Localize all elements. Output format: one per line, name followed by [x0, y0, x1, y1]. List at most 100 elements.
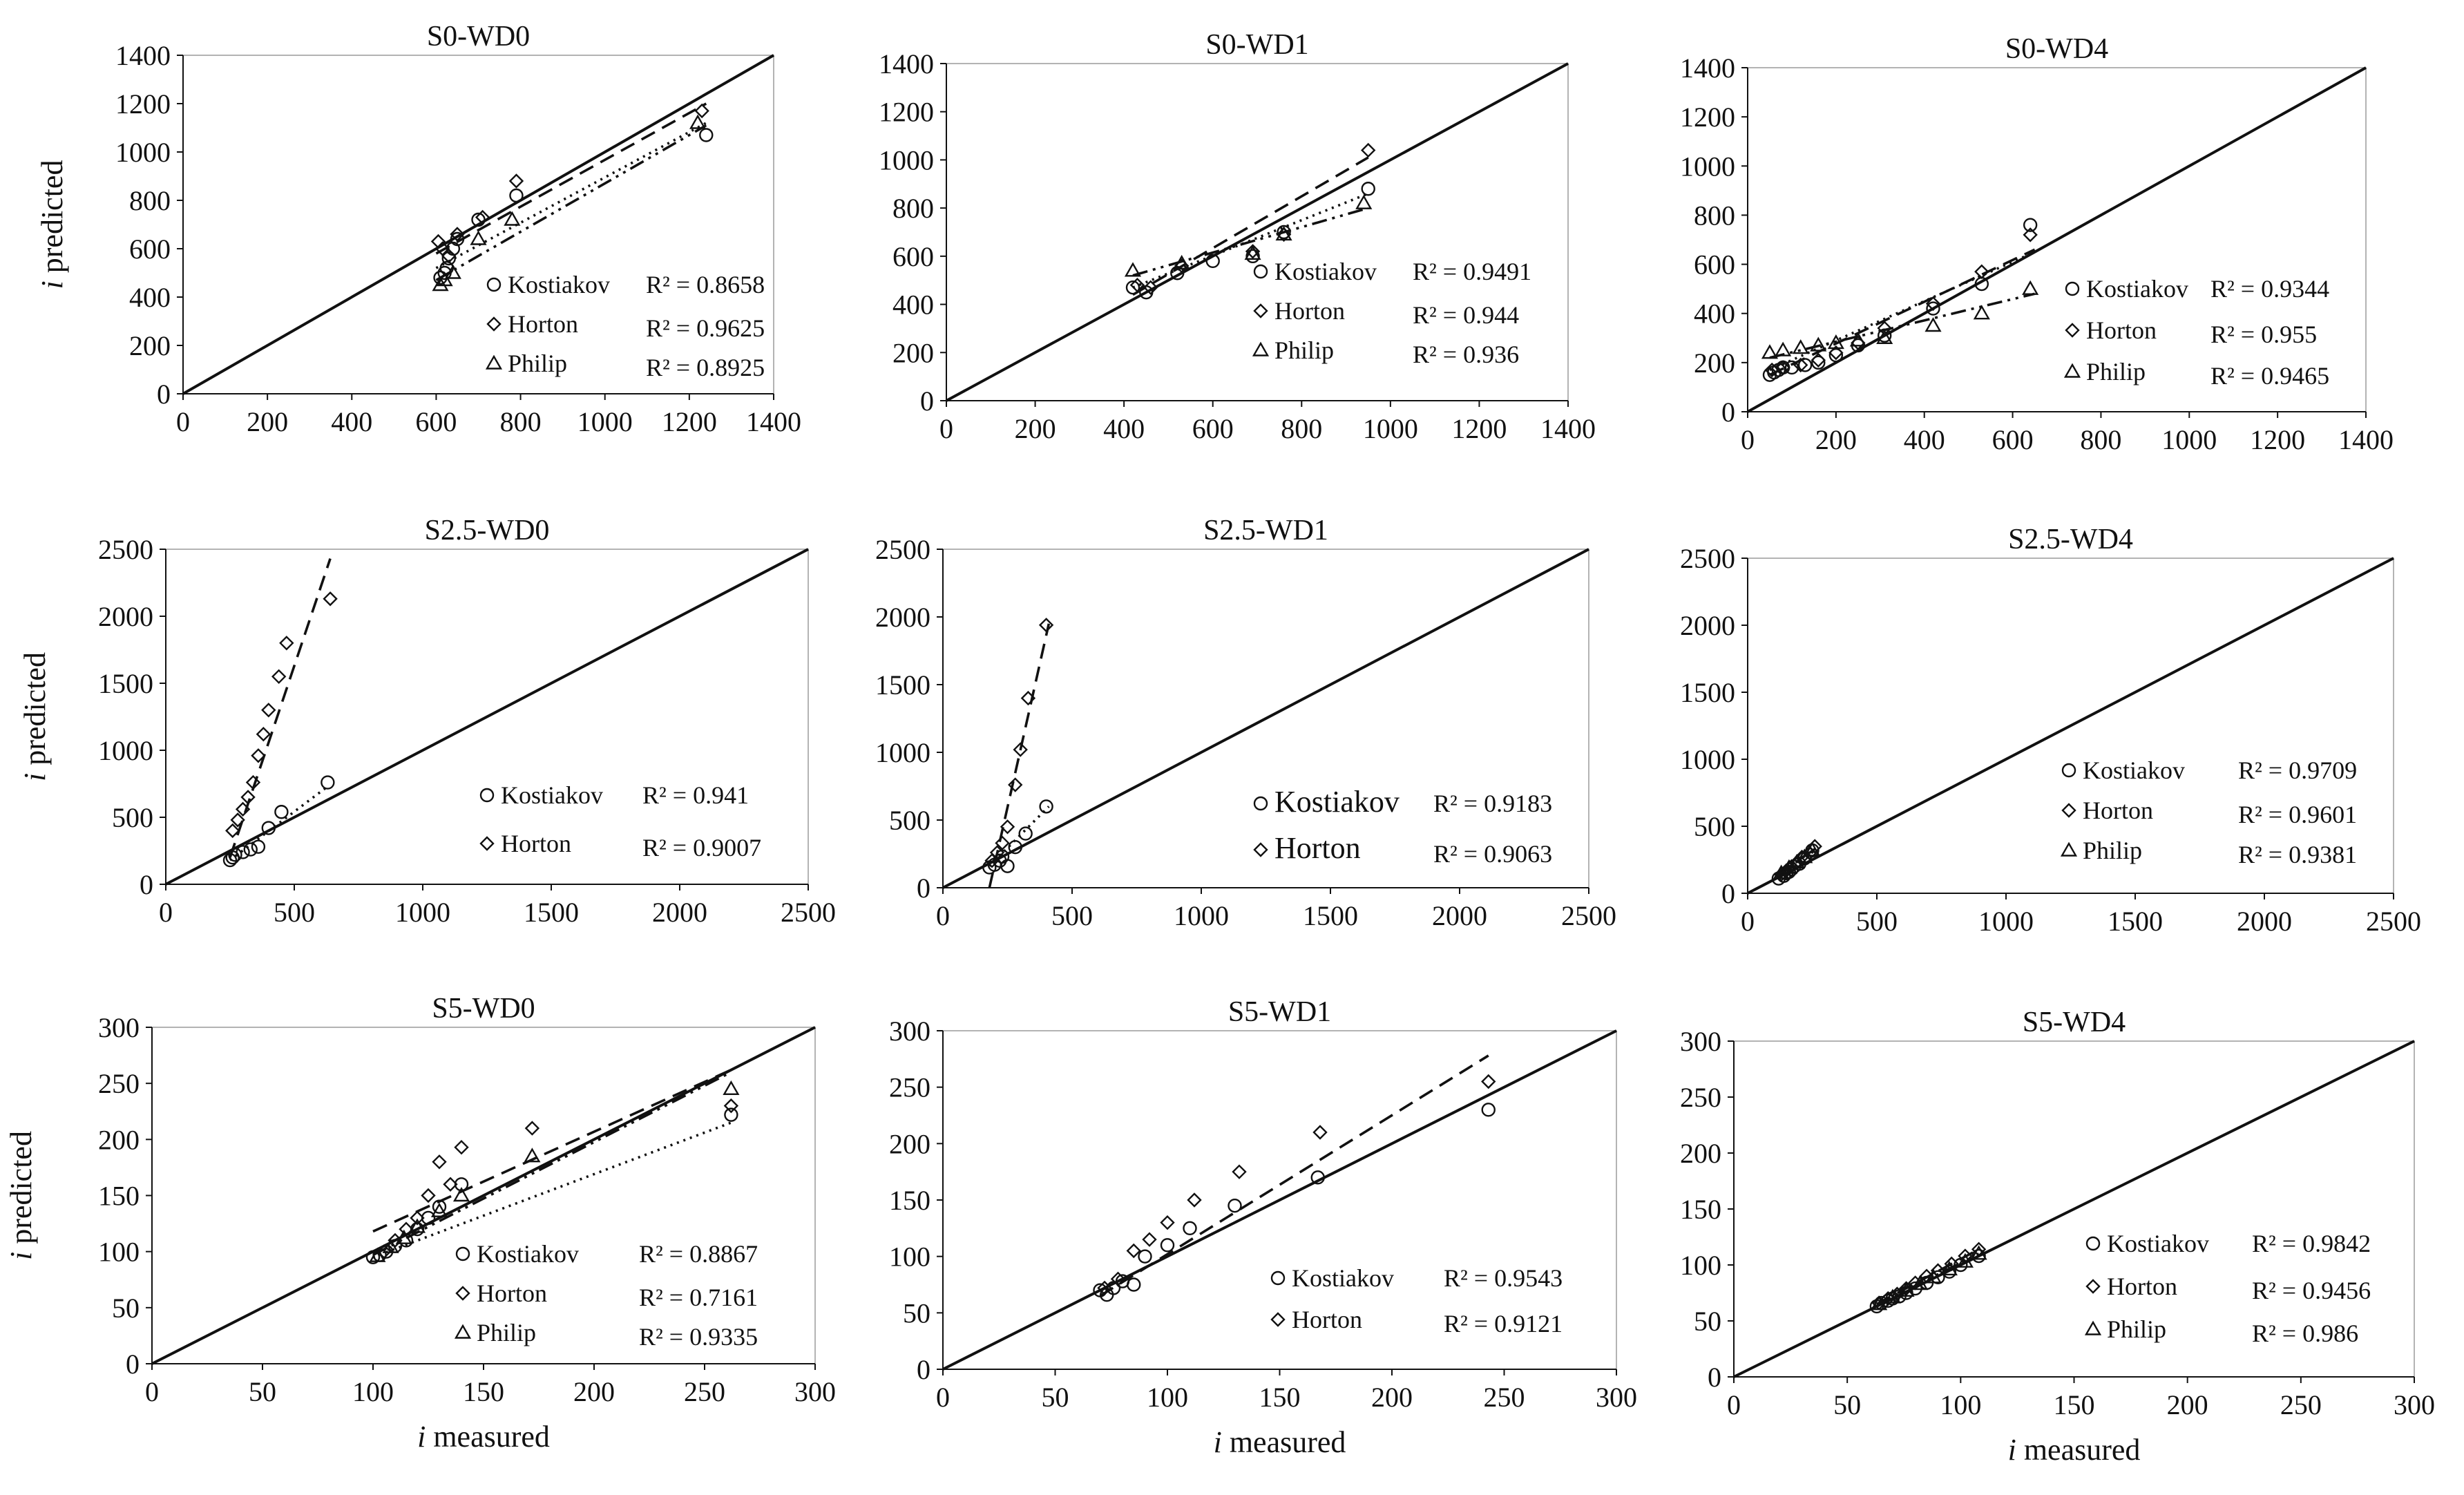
- legend-marker-philip: [1252, 341, 1270, 356]
- legend-marker-horton: [1253, 842, 1268, 857]
- x-tick-label: 150: [1259, 1382, 1301, 1413]
- y-tick-label: 600: [892, 241, 934, 272]
- y-tick-label: 50: [1694, 1306, 1721, 1337]
- x-tick-label: 1000: [395, 897, 450, 928]
- r-squared-philip: R² = 0.9381: [2238, 841, 2357, 868]
- y-tick-label: 150: [98, 1181, 140, 1212]
- legend-label-kostiakov: Kostiakov: [2083, 756, 2185, 784]
- data-point-philip: [408, 1218, 426, 1233]
- x-tick-label: 250: [1484, 1382, 1525, 1413]
- data-point-horton: [1000, 819, 1015, 835]
- data-point-philip: [1956, 1253, 1974, 1268]
- y-tick-label: 200: [1694, 347, 1735, 379]
- data-point-kostiakov: [228, 848, 242, 862]
- legend-marker-horton: [2085, 1279, 2101, 1294]
- x-tick-label: 500: [1856, 906, 1898, 937]
- legend-label-kostiakov: Kostiakov: [1274, 258, 1377, 285]
- x-tick-label: 300: [794, 1376, 836, 1407]
- x-tick-label: 600: [415, 406, 457, 437]
- data-point-horton: [1160, 1215, 1175, 1230]
- legend-marker-horton: [455, 1286, 470, 1301]
- data-point-philip: [1275, 226, 1292, 241]
- y-tick-label: 400: [892, 289, 934, 321]
- data-point-kostiakov: [1811, 355, 1826, 370]
- x-tick-label: 1200: [1451, 413, 1507, 444]
- y-tick-label: 300: [98, 1012, 140, 1043]
- chart-title: S0-WD1: [1205, 29, 1308, 61]
- data-point-horton: [454, 1139, 469, 1155]
- x-axis-label-text: measured: [433, 1420, 550, 1454]
- legend-label-philip: Philip: [2086, 358, 2146, 385]
- r-squared-horton: R² = 0.955: [2210, 321, 2317, 348]
- x-axis-label-text: measured: [2024, 1433, 2141, 1467]
- data-point-kostiakov: [1828, 347, 1844, 363]
- chart-panel-s0-wd0: 0 200 400 600 800 1000 1200 1400 0 200 400 600 800 10…: [35, 21, 801, 437]
- x-tick-label: 600: [1192, 413, 1234, 444]
- x-tick-label: 200: [1015, 413, 1056, 444]
- legend-label-horton: Horton: [501, 830, 571, 857]
- one-to-one-line: [182, 54, 774, 395]
- data-point-horton: [1126, 1243, 1141, 1259]
- data-point-horton: [1944, 1256, 1959, 1272]
- chart-title: S5-WD1: [1228, 996, 1331, 1028]
- chart-panel-s0-wd4: 0 200 400 600 800 1000 1200 1400 0 200 400 600 800 10…: [1680, 33, 2394, 455]
- x-tick-label: 1400: [1540, 413, 1596, 444]
- data-point-kostiakov: [1245, 249, 1260, 264]
- x-tick-label: 400: [1904, 424, 1945, 455]
- x-tick-label: 2000: [652, 897, 707, 928]
- data-point-horton: [694, 103, 709, 119]
- data-point-kostiakov: [1000, 859, 1015, 873]
- data-point-kostiakov: [1160, 1238, 1175, 1253]
- x-tick-label: 50: [249, 1376, 276, 1407]
- r-squared-kostiakov: R² = 0.9183: [1433, 790, 1552, 817]
- y-tick-label: 600: [129, 234, 171, 265]
- y-tick-label: 100: [1680, 1250, 1721, 1281]
- chart-panel-s2_5-wd1: 0 500 1000 1500 2000 2500 0 500 1000 1500 2000 2500…: [875, 515, 1616, 931]
- data-point-kostiakov: [1310, 1170, 1325, 1185]
- x-tick-label: 400: [331, 406, 372, 437]
- data-point-philip: [1876, 329, 1893, 344]
- x-tick-label: 0: [1727, 1389, 1741, 1420]
- r-squared-kostiakov: R² = 0.9842: [2252, 1230, 2371, 1257]
- chart-title: S0-WD0: [427, 21, 530, 53]
- chart-title: S2.5-WD4: [2008, 524, 2133, 555]
- x-tick-label: 0: [936, 1382, 950, 1413]
- trendline-horton: [1769, 248, 2036, 377]
- y-tick-label: 500: [1694, 811, 1735, 842]
- data-point-kostiakov: [365, 1250, 381, 1264]
- data-point-horton: [723, 1098, 739, 1114]
- legend-label-philip: Philip: [477, 1319, 536, 1346]
- data-point-horton: [261, 703, 276, 718]
- x-tick-label: 100: [1147, 1382, 1188, 1413]
- legend-marker-horton: [479, 836, 495, 851]
- data-point-kostiakov: [243, 842, 258, 857]
- x-tick-label: 1000: [2161, 424, 2217, 455]
- x-tick-label: 800: [2080, 424, 2121, 455]
- y-tick-label: 1200: [879, 97, 934, 128]
- data-point-kostiakov: [1971, 1248, 1986, 1264]
- x-tick-label: 100: [352, 1376, 394, 1407]
- y-tick-label: 400: [1694, 298, 1735, 330]
- data-point-philip: [723, 1080, 740, 1095]
- x-tick-label: 1000: [1363, 413, 1418, 444]
- r-squared-horton: R² = 0.7161: [639, 1284, 758, 1311]
- chart-panel-s5-wd1: 0 50 100 150 200 250 300 0 50 100 150 200 250 300 S5-W…: [889, 996, 1637, 1459]
- legend-label-kostiakov: Kostiakov: [1292, 1264, 1394, 1292]
- y-tick-label: 1000: [115, 137, 171, 168]
- x-tick-label: 1000: [577, 406, 633, 437]
- r-squared-kostiakov: R² = 0.9543: [1444, 1264, 1563, 1292]
- one-to-one-line: [1747, 557, 2394, 895]
- trendline-kostiakov: [1132, 192, 1369, 289]
- x-tick-label: 0: [939, 413, 953, 444]
- data-point-philip: [444, 264, 461, 279]
- x-tick-label: 1500: [2108, 906, 2163, 937]
- y-axis-label-text: predicted: [4, 1131, 38, 1244]
- legend-label-horton: Horton: [477, 1279, 547, 1307]
- r-squared-philip: R² = 0.986: [2252, 1320, 2358, 1347]
- data-point-horton: [1232, 1164, 1247, 1179]
- data-point-horton: [1020, 690, 1036, 706]
- data-point-horton: [279, 636, 294, 651]
- y-tick-label: 150: [1680, 1194, 1721, 1225]
- r-squared-philip: R² = 0.9465: [2210, 362, 2329, 390]
- y-tick-label: 500: [112, 802, 153, 833]
